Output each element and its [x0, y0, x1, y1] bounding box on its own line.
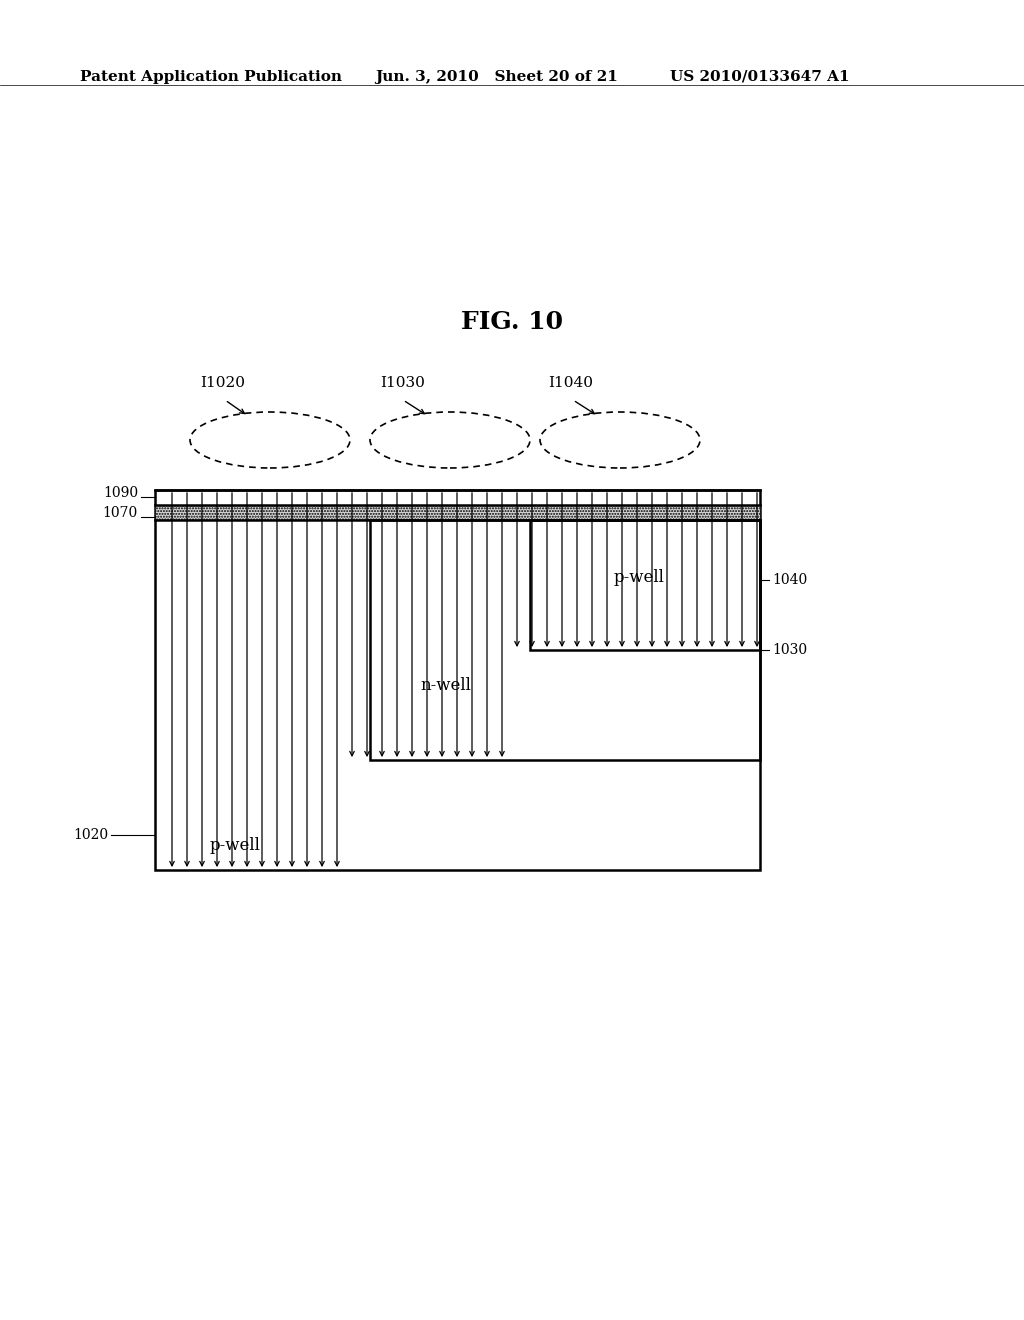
Text: Jun. 3, 2010   Sheet 20 of 21: Jun. 3, 2010 Sheet 20 of 21 [375, 70, 617, 84]
Bar [155, 490, 760, 870]
Text: I1020: I1020 [200, 376, 245, 389]
Bar [155, 506, 760, 520]
Bar [370, 520, 760, 760]
Text: p-well: p-well [614, 569, 665, 586]
Text: 1040: 1040 [772, 573, 807, 587]
Text: 1070: 1070 [102, 506, 138, 520]
Text: US 2010/0133647 A1: US 2010/0133647 A1 [670, 70, 850, 84]
Text: I1030: I1030 [380, 376, 425, 389]
Bar [530, 520, 760, 649]
Text: 1090: 1090 [102, 486, 138, 500]
Text: 1030: 1030 [772, 643, 807, 657]
Text: Patent Application Publication: Patent Application Publication [80, 70, 342, 84]
Text: p-well: p-well [210, 837, 261, 854]
Text: 1020: 1020 [73, 828, 108, 842]
Text: FIG. 10: FIG. 10 [461, 310, 563, 334]
Text: n-well: n-well [420, 676, 471, 693]
Text: I1040: I1040 [548, 376, 593, 389]
